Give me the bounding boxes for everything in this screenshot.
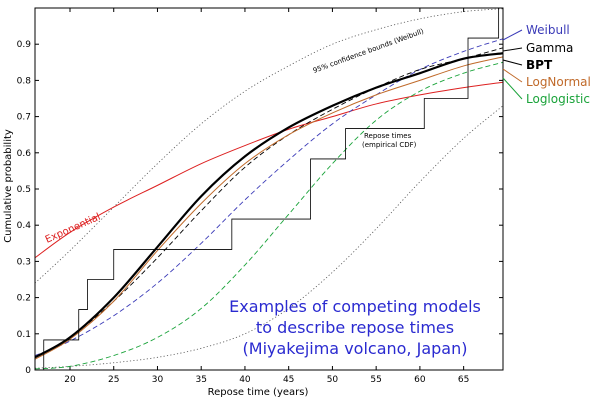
loglogistic-legend-leader bbox=[502, 77, 523, 100]
gamma-legend-label: Gamma bbox=[526, 41, 573, 55]
exponential-curve bbox=[34, 81, 504, 259]
caption-line-1: Examples of competing models bbox=[229, 297, 481, 316]
x-tick-label: 50 bbox=[327, 375, 339, 385]
y-tick-label: 0.2 bbox=[17, 294, 31, 304]
weibull-legend-leader bbox=[502, 29, 523, 41]
x-tick-labels: 20 25 30 35 40 45 50 55 60 65 bbox=[64, 375, 469, 385]
axis-ticks bbox=[35, 8, 503, 371]
bpt-legend-label: BPT bbox=[526, 58, 553, 72]
x-tick-label: 40 bbox=[239, 375, 251, 385]
x-tick-label: 65 bbox=[458, 375, 469, 385]
x-tick-label: 55 bbox=[370, 375, 381, 385]
y-tick-labels: 0 0.1 0.2 0.3 0.4 0.5 0.6 0.7 0.8 0.9 bbox=[17, 40, 32, 376]
bpt-curve bbox=[34, 52, 504, 359]
gamma-legend-leader bbox=[502, 47, 523, 52]
lognormal-curve bbox=[34, 56, 504, 360]
loglogistic-legend-label: Loglogistic bbox=[526, 92, 590, 106]
x-tick-label: 30 bbox=[152, 375, 164, 385]
empirical-label-line1: Repose times bbox=[364, 132, 412, 140]
x-tick-label: 35 bbox=[195, 375, 206, 385]
weibull-legend-label: Weibull bbox=[526, 23, 570, 37]
x-axis-title: Repose time (years) bbox=[208, 387, 309, 398]
x-tick-label: 25 bbox=[108, 375, 119, 385]
x-tick-label: 20 bbox=[64, 375, 76, 385]
bpt-legend-leader bbox=[502, 59, 523, 66]
y-tick-label: 0.9 bbox=[17, 40, 32, 50]
confidence-bounds-label: 95% confidence bounds (Weibull) bbox=[312, 27, 425, 75]
gamma-curve bbox=[34, 47, 504, 358]
y-tick-label: 0.8 bbox=[17, 76, 32, 86]
series-curves bbox=[34, 8, 504, 371]
empirical-cdf-steps bbox=[35, 8, 500, 371]
y-tick-label: 0.1 bbox=[17, 330, 31, 340]
y-tick-label: 0.3 bbox=[17, 257, 31, 267]
caption-line-2: to describe repose times bbox=[256, 318, 454, 337]
confidence-bound-curve bbox=[34, 105, 504, 369]
loglogistic-curve bbox=[34, 61, 504, 370]
empirical-label-line2: (empirical CDF) bbox=[362, 141, 417, 149]
caption-line-3: (Miyakejima volcano, Japan) bbox=[243, 339, 468, 358]
exponential-label: Exponential bbox=[44, 212, 103, 246]
y-tick-label: 0 bbox=[25, 366, 31, 376]
lognormal-legend-leader bbox=[502, 68, 523, 83]
y-axis-title: Cumulative probability bbox=[3, 129, 14, 243]
y-tick-label: 0.7 bbox=[17, 113, 31, 123]
legend: Weibull Gamma BPT LogNormal Loglogistic bbox=[502, 23, 591, 106]
lognormal-legend-label: LogNormal bbox=[526, 75, 591, 89]
y-tick-label: 0.6 bbox=[17, 149, 32, 159]
confidence-bound-curve bbox=[34, 8, 504, 284]
x-tick-label: 60 bbox=[414, 375, 426, 385]
y-tick-label: 0.5 bbox=[17, 185, 31, 195]
x-tick-label: 45 bbox=[283, 375, 294, 385]
plot-frame bbox=[34, 7, 504, 371]
weibull-curve bbox=[34, 38, 504, 356]
y-tick-label: 0.4 bbox=[17, 221, 32, 231]
